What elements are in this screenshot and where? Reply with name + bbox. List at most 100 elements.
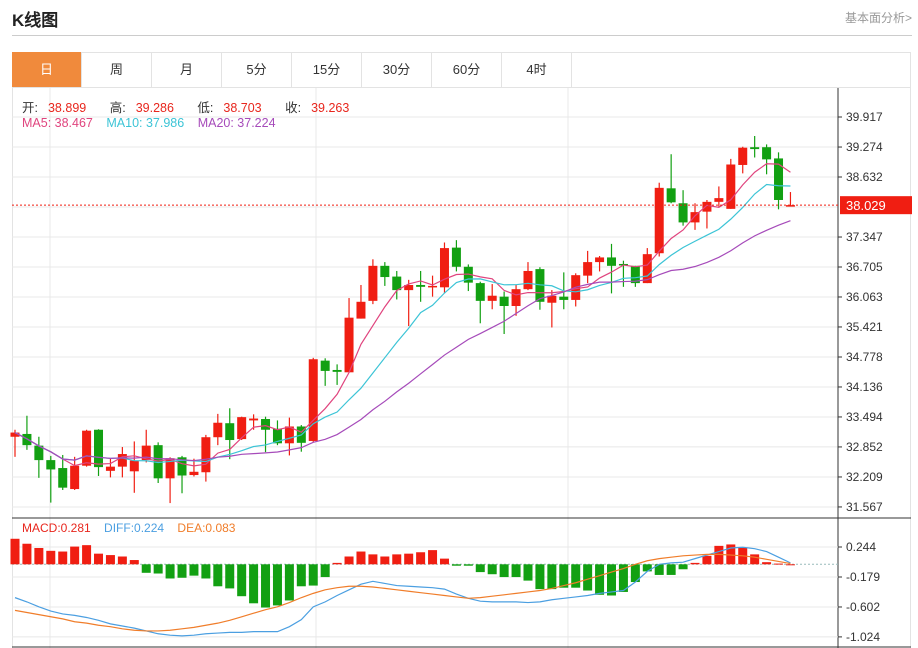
macd-bar-negative [535,564,545,590]
candle-up [82,430,92,466]
macd-bar-negative [320,564,330,578]
candle-up [702,201,712,212]
price-tick-label: 36.063 [846,290,883,304]
candle-up [583,262,593,276]
candle-up [428,285,438,288]
macd-bar-negative [272,564,282,606]
ma-readout: MA5: 38.467 MA10: 37.986 MA20: 37.224 [22,116,286,130]
macd-bar-negative [642,564,652,572]
low-value: 38.703 [223,101,262,115]
candle-up [117,454,127,467]
candle-down [320,360,330,371]
candle-up [690,212,700,223]
tab-week[interactable]: 周 [82,52,152,87]
price-tick-label: 32.852 [846,440,883,454]
macd-bar-positive [332,562,342,565]
tab-day[interactable]: 日 [12,52,82,87]
macd-bar-negative [678,564,688,570]
macd-tick-label: 0.244 [846,540,876,554]
ma20-line [14,220,791,462]
candle-down [58,468,68,488]
macd-bar-positive [428,550,438,565]
ma20-label: MA20: 37.224 [197,116,276,130]
macd-bar-negative [571,564,581,588]
macd-tick-label: -0.602 [846,600,880,614]
candle-up [249,418,259,421]
macd-bar-negative [153,564,163,574]
candle-down [678,203,688,223]
macd-bar-positive [22,543,32,565]
tab-5min[interactable]: 5分 [222,52,292,87]
price-tick-label: 35.421 [846,320,883,334]
high-label: 高: [109,101,126,115]
candle-up [439,248,449,288]
candle-up [213,422,223,438]
tab-60min[interactable]: 60分 [432,52,502,87]
current-price-label: 38.029 [846,198,886,213]
macd-bar-positive [380,556,390,565]
chart-frame [12,52,911,648]
macd-bar-negative [475,564,485,573]
candle-down [392,276,402,291]
dea-label: DEA:0.083 [177,521,236,535]
macd-bar-negative [261,564,271,608]
candle-up [70,465,80,490]
macd-tick-label: -0.179 [846,570,880,584]
candle-up [404,284,414,291]
candle-up [165,458,175,479]
price-tick-label: 36.705 [846,260,883,274]
candle-down [332,369,342,372]
macd-bar-positive [34,547,44,565]
tab-4hour[interactable]: 4时 [502,52,572,87]
candle-down [261,419,271,430]
period-tabs: 日 周 月 5分 15分 30分 60分 4时 [12,52,911,88]
open-label: 开: [22,101,38,115]
candle-down [750,147,760,150]
price-tick-label: 34.778 [846,350,883,364]
candle-up [511,289,521,306]
candle-up [237,417,247,440]
macd-bar-negative [618,564,628,592]
ma10-label: MA10: 37.986 [106,116,185,130]
macd-bar-negative [177,564,187,578]
candle-down [463,266,473,283]
candle-up [129,460,139,472]
tab-30min[interactable]: 30分 [362,52,432,87]
macd-bar-positive [702,555,712,565]
macd-bar-negative [451,564,461,566]
macd-bar-negative [225,564,235,589]
ma10-line [14,183,791,464]
candle-down [225,423,235,441]
candle-down [451,247,461,267]
macd-bar-negative [249,564,259,604]
current-price-badge [840,196,912,215]
macd-bar-negative [511,564,521,578]
candle-down [774,158,784,200]
price-tick-label: 31.567 [846,500,883,514]
candle-down [535,269,545,302]
ma5-label: MA5: 38.467 [22,116,93,130]
macd-bar-negative [607,564,616,596]
candle-down [34,445,44,461]
candle-down [666,188,676,203]
price-tick-label: 39.917 [846,110,883,124]
macd-bar-negative [284,564,294,601]
macd-bar-positive [105,555,115,565]
macd-bar-positive [10,538,20,565]
candle-up [189,471,199,476]
price-tick-label: 33.494 [846,410,883,424]
candle-down [416,284,426,287]
tab-15min[interactable]: 15分 [292,52,362,87]
candle-down [380,265,390,278]
macd-bar-negative [189,564,199,576]
macd-bar-negative [583,564,593,591]
candle-down [177,457,187,476]
macd-bar-positive [368,554,378,565]
tab-month[interactable]: 月 [152,52,222,87]
fundamental-analysis-link[interactable]: 基本面分析> [844,11,912,25]
price-tick-label: 32.209 [846,470,883,484]
price-tick-label: 37.347 [846,230,883,244]
candle-up [201,437,211,473]
macd-bar-negative [499,564,509,578]
